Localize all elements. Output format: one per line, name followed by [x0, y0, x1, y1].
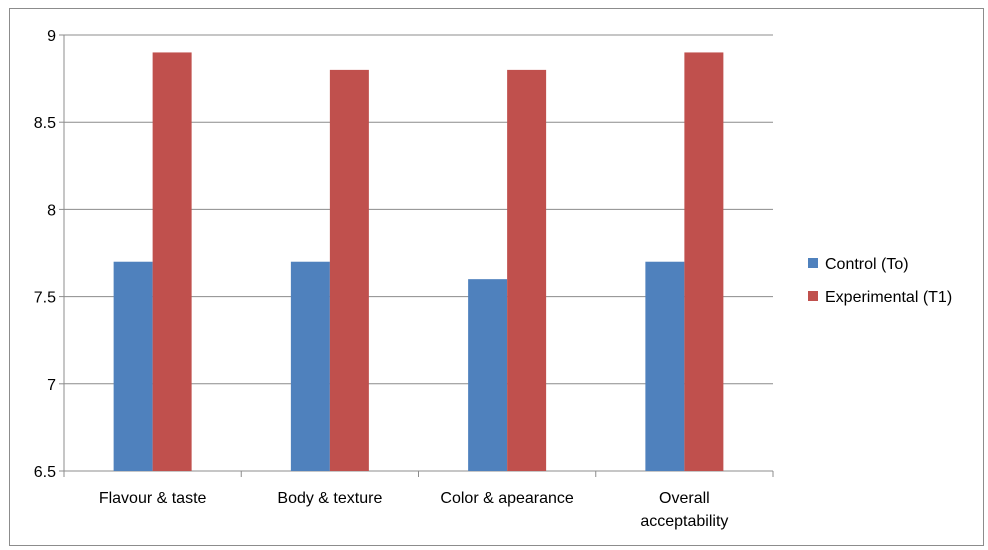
- y-tick-label: 8: [47, 202, 56, 219]
- bar-control: [645, 261, 685, 471]
- bar-control: [113, 261, 153, 471]
- y-tick-label: 9: [47, 28, 56, 45]
- legend-swatch-0: [808, 258, 818, 268]
- legend-label: Experimental (T1): [825, 289, 952, 306]
- x-category-label: acceptability: [640, 513, 728, 530]
- bar-control: [290, 261, 330, 471]
- x-category-label: Flavour & taste: [99, 490, 207, 507]
- y-tick-label: 7: [47, 377, 56, 394]
- y-tick-label: 8.5: [34, 115, 56, 132]
- bar-control: [468, 279, 508, 471]
- bar-experimental: [329, 69, 369, 471]
- y-tick-label: 6.5: [34, 464, 56, 481]
- y-tick-label: 7.5: [34, 290, 56, 307]
- x-category-label: Color & apearance: [440, 490, 574, 507]
- x-category-label: Body & texture: [277, 490, 382, 507]
- bar-experimental: [507, 69, 547, 471]
- x-category-label: Overall: [659, 490, 710, 507]
- legend-label: Control (To): [825, 256, 909, 273]
- legend-swatch-1: [808, 291, 818, 301]
- bar-experimental: [152, 52, 192, 471]
- bar-experimental: [684, 52, 724, 471]
